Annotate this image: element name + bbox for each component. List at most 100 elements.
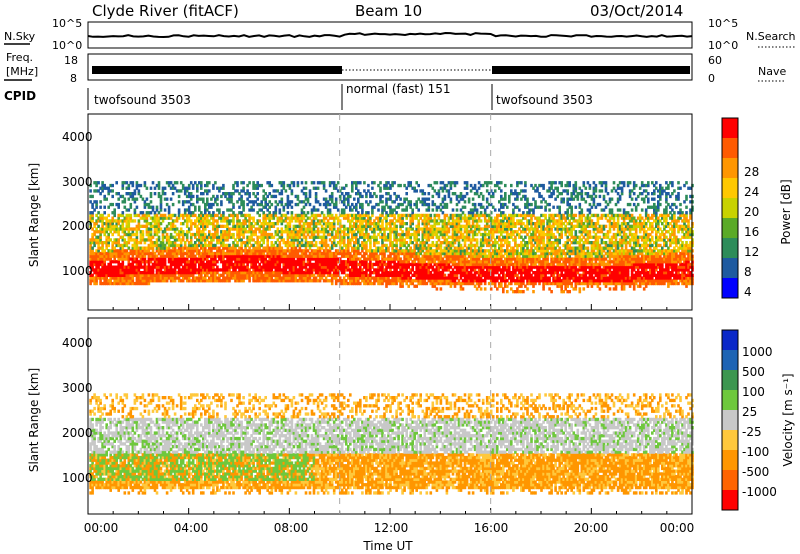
power-cell — [328, 211, 332, 215]
power-cell — [97, 216, 100, 220]
power-cell — [119, 219, 123, 223]
power-cell — [185, 200, 189, 204]
power-cell — [93, 200, 96, 204]
power-cell — [248, 238, 251, 242]
power-cell — [326, 211, 330, 215]
power-cell — [117, 281, 120, 286]
power-cell — [415, 273, 418, 277]
power-cell — [367, 202, 370, 207]
power-cell — [117, 243, 120, 248]
power-cell — [338, 222, 342, 226]
power-cell — [393, 273, 396, 277]
power-cell — [250, 251, 253, 256]
power-cell — [347, 213, 350, 218]
power-cell — [163, 227, 167, 231]
power-cell — [232, 254, 235, 258]
power-cell — [220, 202, 223, 207]
power-cell — [481, 213, 485, 218]
power-cell — [387, 273, 390, 277]
power-cell — [417, 227, 420, 231]
power-cell — [222, 257, 225, 261]
power-cell — [280, 200, 284, 204]
power-cell — [264, 279, 267, 283]
power-cell — [129, 273, 133, 277]
power-cell — [342, 281, 346, 286]
power-cell — [409, 205, 412, 209]
power-cell — [449, 271, 453, 275]
power-cell — [177, 211, 181, 215]
power-cell — [145, 222, 149, 226]
power-cell — [159, 213, 163, 218]
power-cell — [157, 183, 161, 188]
power-cell — [471, 202, 475, 207]
power-cell — [417, 243, 420, 248]
power-cell — [290, 205, 294, 209]
power-cell — [318, 246, 322, 250]
power-cell — [347, 243, 350, 248]
power-cell — [109, 257, 112, 261]
power-cell — [256, 268, 259, 272]
power-cell — [373, 271, 376, 275]
power-cell — [161, 249, 165, 253]
power-cell — [357, 192, 360, 196]
power-cell — [417, 208, 420, 212]
power-cell — [491, 251, 495, 256]
power-cell — [151, 271, 155, 275]
power-cell — [129, 276, 133, 280]
power-cell — [127, 251, 131, 256]
power-cell — [238, 262, 241, 267]
power-cell — [153, 224, 157, 228]
power-cell — [485, 273, 489, 277]
power-cell — [485, 205, 489, 209]
power-cell — [159, 243, 163, 248]
power-cell — [149, 273, 153, 277]
power-cell — [443, 183, 447, 188]
power-cell — [411, 268, 414, 272]
power-cell — [137, 192, 141, 196]
power-cell — [97, 241, 100, 245]
power-cell — [377, 260, 380, 264]
power-cell — [222, 260, 225, 264]
power-cell — [300, 243, 304, 248]
power-cell — [89, 273, 92, 277]
power-cell — [228, 192, 231, 196]
power-cell — [314, 276, 318, 280]
power-cell — [274, 241, 278, 245]
power-cell — [208, 251, 211, 256]
power-cell — [254, 276, 257, 280]
power-cell — [131, 276, 135, 280]
power-cell — [320, 235, 324, 239]
date-title: 03/Oct/2014 — [590, 2, 683, 20]
power-cell — [256, 197, 259, 201]
power-cell — [181, 257, 185, 261]
power-cell — [471, 273, 475, 277]
power-cell — [135, 281, 139, 286]
power-cell — [294, 227, 298, 231]
power-cell — [409, 276, 412, 280]
power-cell — [137, 246, 141, 250]
power-cell — [463, 251, 467, 256]
power-cell — [421, 273, 425, 277]
power-cell — [451, 192, 455, 196]
power-cell — [389, 268, 392, 272]
power-cell — [95, 271, 98, 275]
power-cell — [113, 273, 116, 277]
power-cell — [381, 257, 384, 261]
power-cell — [117, 227, 120, 231]
power-cell — [196, 227, 199, 231]
power-cell — [294, 279, 298, 283]
power-cell — [202, 254, 205, 258]
power-cell — [477, 186, 481, 190]
power-cell — [355, 186, 358, 190]
power-cell — [133, 281, 137, 286]
power-cell — [473, 262, 477, 267]
power-cell — [369, 227, 372, 231]
power-cell — [288, 219, 292, 223]
power-cell — [238, 257, 241, 261]
power-cell — [89, 183, 92, 188]
power-cell — [210, 232, 213, 237]
power-cell — [296, 257, 300, 261]
power-cell — [336, 265, 340, 269]
power-cell — [165, 238, 169, 242]
power-cell — [449, 235, 453, 239]
